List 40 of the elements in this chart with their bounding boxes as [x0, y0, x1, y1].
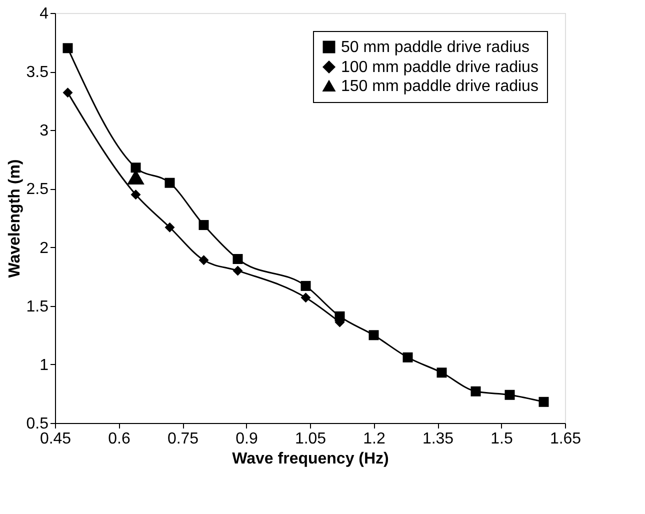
point [164, 178, 175, 188]
x-tick-label: 0.6 [108, 430, 130, 448]
legend-label: 50 mm paddle drive radius [341, 39, 530, 56]
legend-label: 150 mm paddle drive radius [341, 78, 538, 95]
x-tick-label: 0.45 [40, 430, 72, 448]
point [62, 88, 73, 98]
y-tick-label: 1.5 [26, 298, 49, 316]
point [232, 254, 243, 264]
point [300, 280, 311, 291]
y-tick-label: 3.5 [26, 64, 49, 82]
y-tick-label: 0.5 [26, 416, 49, 432]
y-tick-label: 4 [40, 6, 49, 22]
y-axis-title: Wavelength (m) [6, 159, 24, 278]
x-tick-label: 0.9 [236, 430, 258, 448]
y-tick-label: 1 [40, 356, 49, 374]
point [504, 390, 515, 400]
point [300, 292, 311, 303]
point [402, 352, 413, 362]
point [130, 162, 141, 173]
x-tick-label: 1.65 [550, 430, 582, 448]
y-tick-label: 2 [40, 240, 49, 257]
point [198, 220, 209, 230]
x-axis-title: Wave frequency (Hz) [232, 450, 389, 468]
point [368, 330, 379, 340]
x-tick-label: 1.5 [490, 430, 513, 448]
x-tick-label: 1.2 [363, 430, 386, 448]
y-tick-label: 3 [40, 122, 49, 140]
point [62, 43, 73, 54]
point [130, 190, 141, 200]
legend-label: 100 mm paddle drive radius [341, 59, 538, 76]
point [232, 266, 243, 276]
point [198, 255, 209, 266]
x-tick-label: 1.35 [422, 430, 454, 448]
point [470, 386, 481, 396]
point [436, 368, 447, 378]
x-tick-label: 1.05 [294, 430, 326, 448]
point [164, 222, 175, 232]
x-tick-label: 0.75 [167, 430, 199, 448]
point [538, 396, 549, 407]
y-tick-label: 2.5 [26, 181, 49, 198]
